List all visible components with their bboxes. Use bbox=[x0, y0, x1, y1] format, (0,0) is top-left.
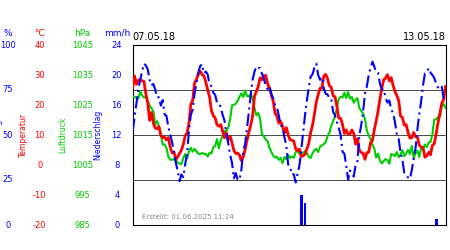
Text: Niederschlag: Niederschlag bbox=[94, 110, 103, 160]
Bar bbox=[300, 195, 303, 225]
Text: 25: 25 bbox=[3, 176, 13, 184]
Text: 1045: 1045 bbox=[72, 40, 93, 50]
Text: 0: 0 bbox=[5, 220, 11, 230]
Text: 0: 0 bbox=[37, 160, 42, 170]
Text: 40: 40 bbox=[35, 40, 45, 50]
Text: 8: 8 bbox=[114, 160, 120, 170]
Text: 20: 20 bbox=[112, 70, 122, 80]
Text: °C: °C bbox=[35, 29, 45, 38]
Text: -20: -20 bbox=[33, 220, 47, 230]
Text: 1005: 1005 bbox=[72, 160, 93, 170]
Text: 24: 24 bbox=[112, 40, 122, 50]
Text: Luftdruck: Luftdruck bbox=[58, 117, 67, 153]
Bar bbox=[435, 219, 437, 225]
Text: 16: 16 bbox=[112, 100, 122, 110]
Text: 1015: 1015 bbox=[72, 130, 93, 140]
Text: Temperatur: Temperatur bbox=[19, 113, 28, 157]
Text: 1035: 1035 bbox=[72, 70, 93, 80]
Text: Erstellt: 01.06.2025 11:24: Erstellt: 01.06.2025 11:24 bbox=[142, 214, 234, 220]
Text: 20: 20 bbox=[35, 100, 45, 110]
Text: 12: 12 bbox=[112, 130, 122, 140]
Text: Luftfeuchtigkeit: Luftfeuchtigkeit bbox=[0, 105, 2, 165]
Text: 995: 995 bbox=[74, 190, 90, 200]
Text: %: % bbox=[4, 29, 12, 38]
Text: -10: -10 bbox=[33, 190, 47, 200]
Text: 0: 0 bbox=[114, 220, 119, 230]
Text: 50: 50 bbox=[3, 130, 13, 140]
Text: 75: 75 bbox=[3, 86, 14, 94]
Text: hPa: hPa bbox=[74, 29, 90, 38]
Text: 4: 4 bbox=[114, 190, 119, 200]
Text: 13.05.18: 13.05.18 bbox=[403, 32, 446, 42]
Text: 1025: 1025 bbox=[72, 100, 93, 110]
Text: 07.05.18: 07.05.18 bbox=[133, 32, 176, 42]
Text: mm/h: mm/h bbox=[104, 29, 130, 38]
Text: 10: 10 bbox=[35, 130, 45, 140]
Bar bbox=[304, 202, 306, 225]
Text: 30: 30 bbox=[35, 70, 45, 80]
Text: 100: 100 bbox=[0, 40, 16, 50]
Text: 985: 985 bbox=[74, 220, 90, 230]
